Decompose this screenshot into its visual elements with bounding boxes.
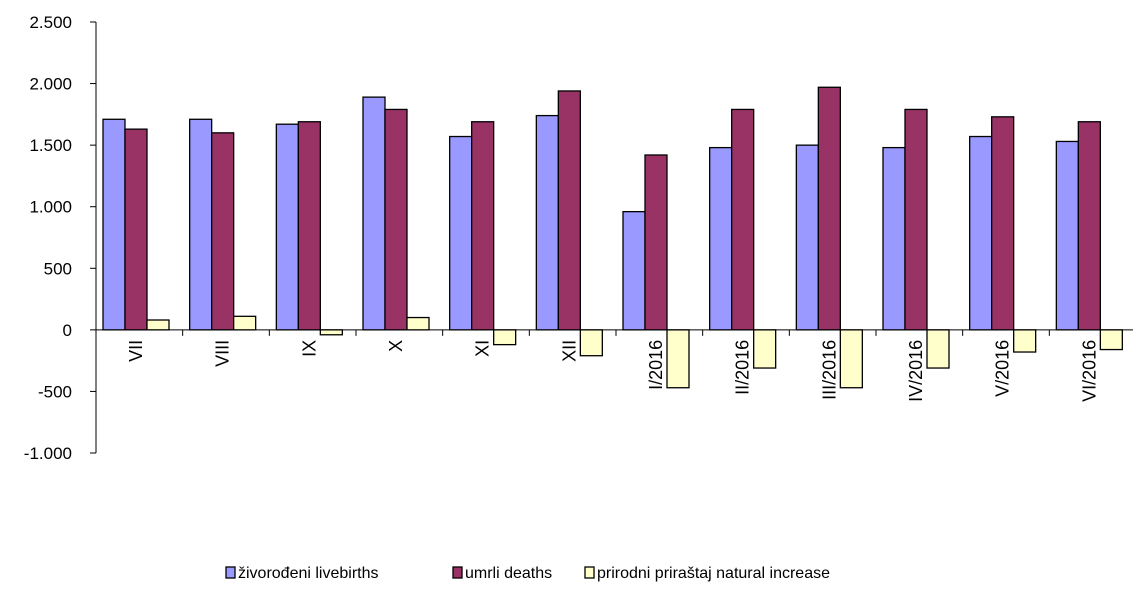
bars [102,86,1123,389]
bar [904,108,928,331]
x-tick-label: I/2016 [646,340,666,390]
x-tick-label: II/2016 [733,340,753,395]
bar [969,135,993,331]
bar [471,121,495,331]
x-tick-label: XII [559,340,579,362]
y-tick-label: -500 [38,382,72,401]
bar [579,329,603,357]
legend: živorođeni livebirths umrli deaths prirodn… [225,565,830,582]
legend-swatch [584,566,595,579]
y-tick-label: 1.500 [29,136,72,155]
x-tick-label: X [386,340,406,352]
bar [124,128,148,331]
bar [666,329,690,389]
bar [753,329,777,369]
legend-swatch [452,566,463,579]
bar [535,114,559,331]
bar [731,108,755,331]
bar [991,116,1015,331]
bar [275,123,299,331]
y-tick-label: -1.000 [24,444,72,463]
legend-label: živorođeni livebirths [238,565,379,582]
tick-labels: 2.500 2.000 1.500 1.000 500 0 -500 -1.000 VII VII… [24,13,1100,463]
bar [211,132,235,331]
bar [839,329,863,389]
x-tick-label: VI/2016 [1079,340,1099,402]
bar [297,121,321,331]
bar [1055,140,1079,331]
bar [882,146,906,331]
bar [557,90,581,331]
bar [622,210,646,331]
x-tick-label: IX [299,340,319,357]
x-tick-label: VIII [213,340,233,367]
bar [817,86,841,331]
axes [90,21,1133,454]
bar [644,154,668,331]
y-tick-label: 1.000 [29,198,72,217]
bar [926,329,950,369]
bar [233,315,257,331]
bar [709,146,733,331]
bar [1013,329,1037,353]
bar [384,108,408,331]
bar [795,144,819,331]
bar [1077,121,1101,331]
legend-label: prirodni priraštaj natural increase [597,565,830,582]
x-tick-label: IV/2016 [906,340,926,402]
y-tick-label: 500 [44,259,72,278]
bar [406,316,430,331]
y-tick-label: 0 [63,321,72,340]
x-tick-label: XI [473,340,493,357]
bar [189,118,213,331]
bar [146,319,170,331]
x-tick-label: VII [126,340,146,362]
bar [1099,329,1123,351]
legend-label: umrli deaths [465,565,552,582]
y-tick-label: 2.000 [29,75,72,94]
bar [493,329,517,346]
x-tick-label: V/2016 [993,340,1013,397]
bar [102,118,126,331]
legend-swatch [225,566,236,579]
bar [319,329,343,336]
bar [362,96,386,331]
x-tick-label: III/2016 [819,340,839,400]
y-tick-label: 2.500 [29,13,72,32]
bar [449,135,473,331]
